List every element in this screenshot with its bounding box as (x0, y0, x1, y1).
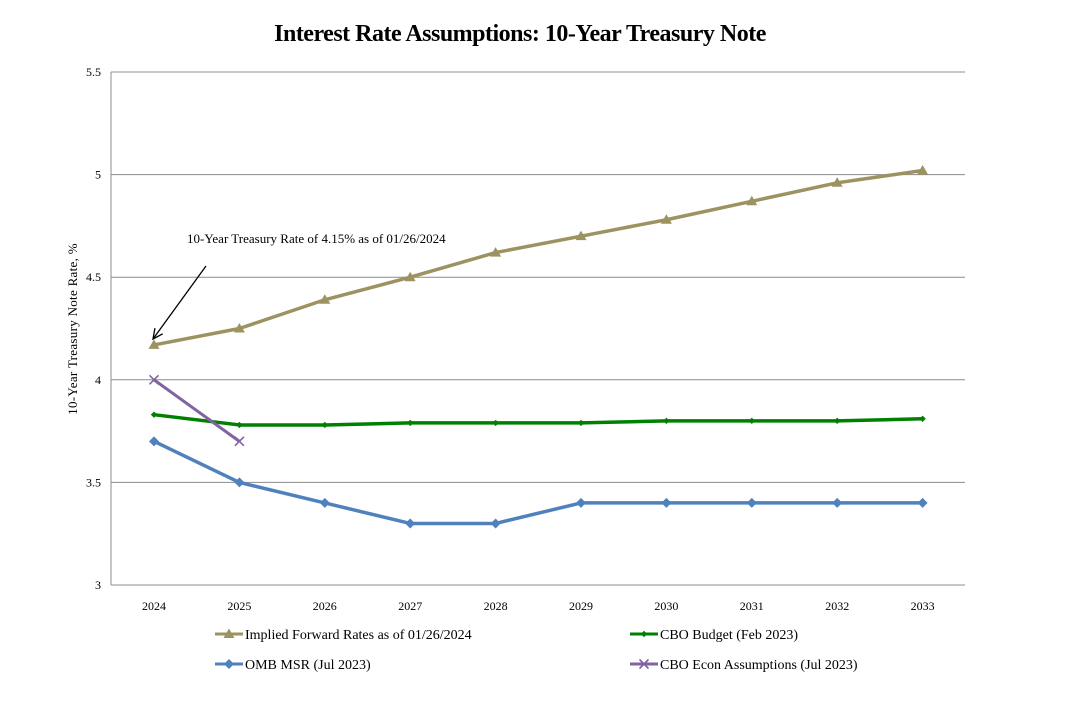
data-point (234, 436, 245, 447)
data-point (149, 436, 159, 447)
y-axis-label: 10-Year Treasury Note Rate, % (65, 243, 80, 415)
data-point (490, 518, 501, 529)
x-tick-label: 2033 (911, 599, 935, 613)
data-point (832, 497, 843, 508)
annotation-arrowhead (152, 328, 163, 341)
data-point (831, 177, 843, 187)
x-tick-label: 2026 (313, 599, 337, 613)
x-tick-label: 2032 (825, 599, 849, 613)
axes (110, 72, 965, 586)
data-point (663, 417, 670, 425)
data-point (746, 497, 757, 508)
y-tick-label: 4.5 (86, 270, 101, 284)
annotation-text: 10-Year Treasury Rate of 4.15% as of 01/… (187, 231, 446, 246)
annotation-arrow (152, 265, 207, 340)
data-point (234, 477, 245, 488)
data-point (319, 294, 331, 304)
legend-item: CBO Econ Assumptions (Jul 2023) (630, 658, 858, 673)
series-3 (148, 374, 245, 447)
series-2 (149, 436, 928, 529)
data-point (148, 374, 160, 385)
series-line (153, 439, 923, 526)
x-tick-label: 2027 (398, 599, 422, 613)
data-point (407, 419, 414, 427)
series-lines (148, 164, 929, 529)
series-1 (150, 411, 926, 429)
legend-item: Implied Forward Rates as of 01/26/2024 (215, 628, 472, 643)
data-point (233, 323, 245, 333)
data-point (577, 419, 585, 427)
data-point (748, 417, 755, 425)
x-tick-label: 2028 (484, 599, 508, 613)
x-tick-label: 2030 (654, 599, 678, 613)
legend-item: CBO Budget (Feb 2023) (630, 628, 798, 643)
data-point (404, 271, 416, 282)
x-tick-label: 2024 (142, 599, 166, 613)
data-point (236, 421, 243, 429)
y-tick-label: 5 (95, 168, 101, 182)
legend-item: OMB MSR (Jul 2023) (215, 658, 371, 673)
x-tick-label: 2029 (569, 599, 593, 613)
legend: Implied Forward Rates as of 01/26/2024 CB… (215, 628, 858, 673)
y-tick-label: 4 (95, 373, 101, 387)
legend-marker (640, 630, 648, 638)
x-tick-label: 2031 (740, 599, 764, 613)
legend-label: CBO Budget (Feb 2023) (660, 628, 798, 643)
y-tick-label: 5.5 (86, 65, 101, 79)
data-point (492, 419, 499, 427)
legend-label: CBO Econ Assumptions (Jul 2023) (660, 658, 858, 673)
data-point (660, 214, 672, 224)
legend-label: Implied Forward Rates as of 01/26/2024 (245, 628, 472, 643)
y-tick-labels: 3 3.5 4 4.5 5 5.5 (86, 65, 101, 592)
legend-label: OMB MSR (Jul 2023) (245, 658, 371, 673)
series-line (153, 378, 241, 443)
chart-title: Interest Rate Assumptions: 10-Year Treas… (274, 21, 767, 47)
data-point (746, 195, 758, 206)
data-point (490, 247, 502, 257)
data-point (917, 164, 929, 175)
data-point (919, 415, 926, 422)
y-tick-label: 3.5 (86, 475, 101, 489)
data-point (834, 417, 841, 425)
data-point (576, 497, 586, 508)
data-point (319, 497, 330, 508)
data-point (148, 339, 160, 349)
x-tick-label: 2025 (227, 599, 251, 613)
data-point (321, 421, 328, 429)
gridlines (111, 71, 965, 483)
series-line (153, 412, 923, 427)
data-point (917, 497, 928, 508)
data-point (405, 518, 416, 529)
annotation: 10-Year Treasury Rate of 4.15% as of 01/… (152, 231, 446, 341)
series-line (153, 168, 923, 347)
y-tick-label: 3 (95, 578, 101, 592)
series-0 (148, 164, 929, 349)
x-tick-labels: 2024 2025 2026 2027 2028 2029 2030 2031 2032 2033 (142, 599, 935, 613)
legend-marker (638, 658, 650, 670)
data-point (661, 497, 672, 508)
data-point (575, 230, 587, 241)
legend-marker (224, 659, 234, 669)
data-point (150, 411, 158, 418)
legend-marker (223, 628, 235, 638)
